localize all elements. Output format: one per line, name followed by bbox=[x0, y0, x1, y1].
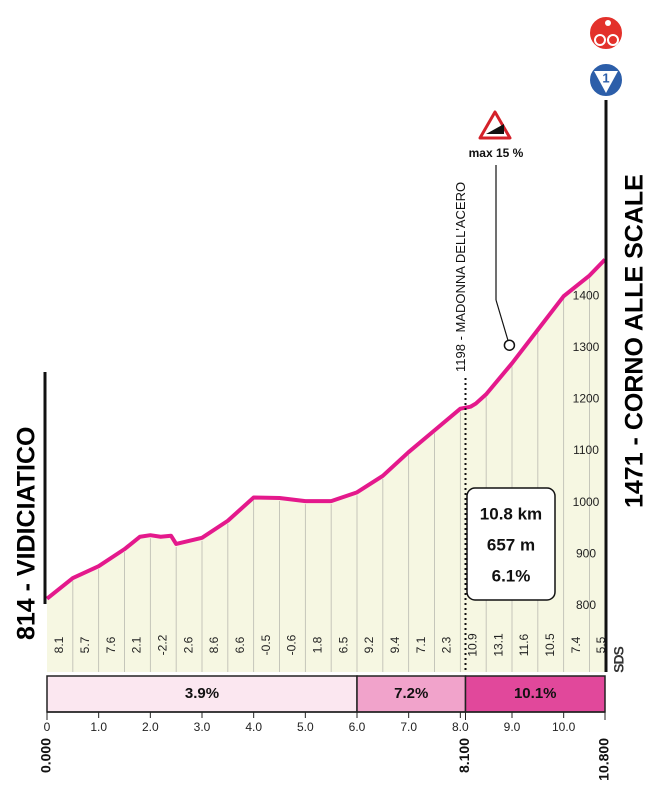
x-tick-label: 6.0 bbox=[349, 720, 366, 734]
km-marker-label: 8.100 bbox=[456, 738, 472, 773]
segment-gradient: 6.5 bbox=[336, 636, 350, 653]
km-marker-label: 10.800 bbox=[596, 738, 612, 781]
km-marker-label: 0.000 bbox=[38, 738, 54, 773]
x-tick-label: 3.0 bbox=[194, 720, 211, 734]
x-tick-label: 8.0 bbox=[452, 720, 469, 734]
segment-gradient: -0.6 bbox=[285, 634, 299, 655]
cyclist-wheel bbox=[607, 34, 619, 46]
category-triangle bbox=[594, 71, 618, 93]
segment-gradient: 13.1 bbox=[491, 633, 505, 657]
icons: 1 bbox=[588, 15, 624, 98]
segment-gradient: 2.3 bbox=[440, 636, 454, 653]
start-label: 814 - VIDICIATICO bbox=[13, 427, 41, 640]
summary-text: 657 m bbox=[487, 535, 535, 554]
segment-gradient: 7.6 bbox=[104, 636, 118, 653]
area-fill bbox=[47, 259, 605, 672]
waypoint-label: 1198 - MADONNA DELL'ACERO bbox=[453, 182, 468, 372]
max-gradient-line bbox=[495, 299, 510, 346]
segment-gradient: 8.6 bbox=[207, 636, 221, 653]
max-gradient-point bbox=[503, 339, 516, 351]
y-tick-label: 800 bbox=[576, 598, 596, 612]
segment-gradient: 7.1 bbox=[414, 636, 428, 653]
x-tick-label: 2.0 bbox=[142, 720, 159, 734]
segment-gradient: 11.6 bbox=[517, 633, 531, 656]
y-tick-label: 1100 bbox=[573, 443, 599, 457]
section-bar bbox=[46, 675, 358, 713]
segment-gradient: 2.1 bbox=[130, 636, 144, 653]
summary-text: 6.1% bbox=[492, 566, 531, 585]
summary-box bbox=[466, 487, 556, 601]
plot: 800 900 1000 1100 1200 1300 1400 8.1 5.7 7.6 2.1 -2… bbox=[38, 110, 613, 784]
warning-slope bbox=[486, 124, 504, 134]
warning-sign bbox=[478, 110, 512, 140]
km-marker-bg bbox=[457, 734, 474, 784]
summary-text: 10.8 km bbox=[480, 504, 542, 523]
x-tick-label: 4.0 bbox=[245, 720, 262, 734]
segment-gradient: 9.2 bbox=[362, 636, 376, 653]
segment-gradient: -2.2 bbox=[155, 634, 169, 655]
x-tick-label: 10.0 bbox=[552, 720, 576, 734]
segment-gradient: 6.6 bbox=[233, 636, 247, 653]
x-tick-label: 7.0 bbox=[400, 720, 417, 734]
segment-gradient: 1.8 bbox=[310, 636, 324, 653]
segment-gradient: 8.1 bbox=[52, 636, 66, 653]
cyclist-wheel bbox=[594, 34, 606, 46]
section-label: 7.2% bbox=[394, 685, 428, 702]
segment-gradient: 9.4 bbox=[388, 636, 402, 653]
x-tick-label: 0 bbox=[44, 720, 51, 734]
section-label: 3.9% bbox=[185, 685, 219, 702]
cyclist-icon bbox=[588, 15, 624, 51]
y-tick-label: 900 bbox=[576, 546, 596, 560]
segment-gradient: 10.9 bbox=[465, 633, 479, 657]
y-tick-label: 1000 bbox=[573, 495, 600, 509]
cyclist-head bbox=[605, 20, 611, 26]
x-tick-label: 1.0 bbox=[90, 720, 107, 734]
category-badge: 1 bbox=[602, 70, 609, 85]
x-tick-label: 9.0 bbox=[504, 720, 521, 734]
profile-line bbox=[45, 258, 607, 601]
finish-label: 1471 - CORNO ALLE SCALE bbox=[621, 174, 649, 508]
y-tick-label: 1300 bbox=[573, 340, 600, 354]
x-tick-label: 5.0 bbox=[297, 720, 314, 734]
segment-gradient: 10.5 bbox=[543, 633, 557, 657]
segment-gradient: 7.4 bbox=[569, 636, 583, 653]
segment-gradient: -0.5 bbox=[259, 634, 273, 655]
segment-gradient: 2.6 bbox=[181, 636, 195, 653]
y-tick-label: 1400 bbox=[573, 288, 600, 302]
segment-gradient: 5.7 bbox=[78, 636, 92, 653]
section-label: 10.1% bbox=[514, 685, 557, 702]
km-marker-bg bbox=[39, 734, 55, 784]
y-tick-label: 1200 bbox=[573, 392, 600, 406]
max-gradient-label: max 15 % bbox=[469, 146, 524, 160]
km-marker-bg bbox=[597, 734, 613, 784]
section-bar bbox=[356, 675, 467, 713]
logo: SDS bbox=[611, 646, 627, 672]
